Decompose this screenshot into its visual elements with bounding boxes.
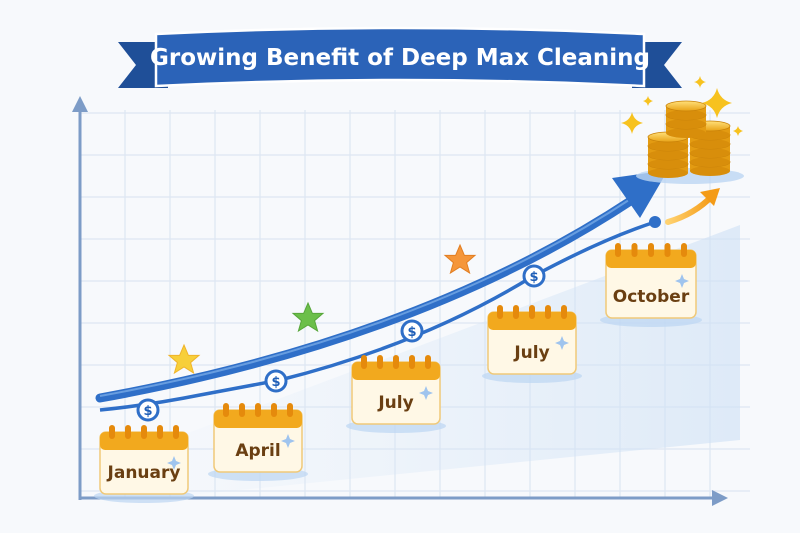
calendar-3: July (346, 355, 446, 433)
calendar-icon (109, 425, 179, 439)
calendar-label: October (613, 287, 690, 307)
dollar-markers: $ $ $ $ (136, 264, 546, 422)
dollar-marker-icon: $ (400, 319, 424, 343)
star-icon (443, 243, 477, 275)
trend-arrow-icon (95, 170, 668, 403)
dollar-marker-icon: $ (264, 369, 288, 393)
dollar-sign: $ (529, 270, 538, 285)
star-icon (167, 343, 201, 375)
calendar-icon (361, 355, 431, 369)
dollar-marker-icon: $ (136, 398, 160, 422)
calendar-label: January (107, 463, 181, 483)
calendar-4: July (482, 305, 582, 383)
star-icon (291, 301, 325, 333)
dollar-sign: $ (143, 404, 152, 419)
calendar-list: January April July July October (94, 243, 702, 503)
calendar-2: April (208, 403, 308, 481)
calendar-1: January (94, 425, 194, 503)
dollar-sign: $ (271, 375, 280, 390)
dollar-sign: $ (407, 325, 416, 340)
calendar-icon (223, 403, 293, 417)
calendar-icon (615, 243, 687, 257)
y-axis (72, 96, 88, 500)
calendar-label: July (377, 393, 413, 413)
dollar-marker-icon: $ (522, 264, 546, 288)
calendar-label: April (235, 441, 280, 461)
sparkle-icon (621, 76, 743, 136)
page-title: Growing Benefit of Deep Max Cleaning (150, 45, 650, 71)
calendar-icon (497, 305, 567, 319)
title-banner: Growing Benefit of Deep Max Cleaning (118, 26, 682, 88)
coin-stack-icon (636, 100, 744, 184)
calendar-label: July (513, 343, 549, 363)
calendar-5: October (600, 243, 702, 327)
